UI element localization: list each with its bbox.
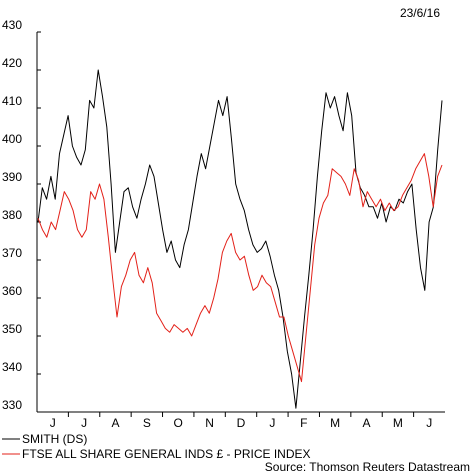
legend-label-1: SMITH (DS) bbox=[22, 432, 87, 446]
x-tick-label: D bbox=[237, 416, 246, 430]
y-tick-label: 420 bbox=[2, 56, 22, 70]
y-tick-label: 330 bbox=[2, 398, 22, 412]
x-tick-label: S bbox=[143, 416, 151, 430]
y-tick-label: 430 bbox=[2, 18, 22, 32]
x-tick-label: F bbox=[300, 416, 307, 430]
source-note: Source: Thomson Reuters Datastream bbox=[265, 460, 470, 474]
x-tick-label: M bbox=[330, 416, 340, 430]
y-tick-label: 370 bbox=[2, 246, 22, 260]
x-tick-label: A bbox=[363, 416, 371, 430]
x-tick-label: J bbox=[426, 416, 432, 430]
x-tick-label: O bbox=[174, 416, 183, 430]
y-tick-label: 350 bbox=[2, 322, 22, 336]
date-label: 23/6/16 bbox=[400, 6, 440, 20]
series-line-2 bbox=[37, 153, 443, 383]
y-tick-label: 380 bbox=[2, 208, 22, 222]
y-tick-label: 410 bbox=[2, 94, 22, 108]
legend-label-2: FTSE ALL SHARE GENERAL INDS £ - PRICE IN… bbox=[22, 447, 311, 461]
x-tick-label: J bbox=[50, 416, 56, 430]
series-lines bbox=[37, 69, 443, 409]
x-tick-label: N bbox=[205, 416, 214, 430]
x-tick-label: J bbox=[269, 416, 275, 430]
axes bbox=[36, 31, 445, 417]
series-line-1 bbox=[37, 69, 443, 409]
x-tick-label: J bbox=[81, 416, 87, 430]
x-tick-label: M bbox=[393, 416, 403, 430]
y-tick-label: 390 bbox=[2, 170, 22, 184]
y-tick-label: 360 bbox=[2, 284, 22, 298]
legend: SMITH (DS)FTSE ALL SHARE GENERAL INDS £ … bbox=[2, 432, 311, 461]
y-tick-label: 340 bbox=[2, 360, 22, 374]
y-tick-labels: 330 340 350 360 370 380 390 400 410 420 430 bbox=[2, 18, 22, 412]
y-tick-label: 400 bbox=[2, 132, 22, 146]
x-tick-label: A bbox=[111, 416, 119, 430]
